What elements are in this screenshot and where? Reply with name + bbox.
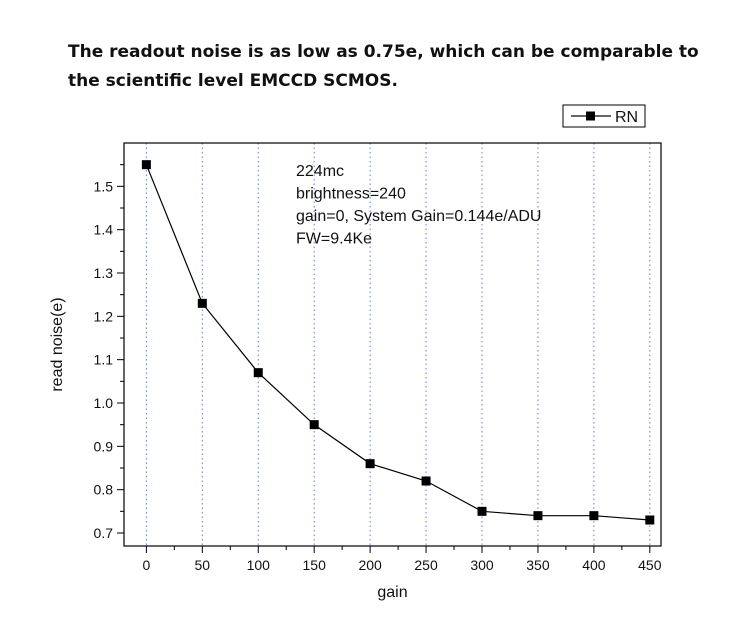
y-axis-ticks: 0.7 0.8 0.9 1.0 1.1 1.2 1.3 1.4 1.5 [94, 164, 124, 541]
y-tick-label: 1.4 [94, 222, 114, 238]
heading-line-2: the scientific level EMCCD SCMOS. [68, 71, 398, 91]
y-tick-label: 1.0 [94, 395, 114, 411]
chart-heading: The readout noise is as low as 0.75e, wh… [68, 38, 728, 96]
grid-lines [145, 143, 651, 546]
x-tick-label: 350 [526, 557, 550, 573]
data-point [309, 420, 319, 430]
legend-marker [586, 111, 595, 121]
y-tick-label: 1.2 [94, 308, 114, 324]
y-tick-label: 0.8 [94, 482, 114, 498]
x-tick-label: 50 [195, 557, 211, 573]
x-axis-label: gain [377, 584, 407, 601]
data-point [253, 368, 263, 378]
data-point [645, 515, 655, 525]
x-tick-label: 0 [142, 557, 150, 573]
data-point [197, 298, 207, 308]
annotation-line: FW=9.4Ke [296, 231, 372, 248]
x-tick-label: 100 [247, 557, 271, 573]
y-tick-label: 1.3 [94, 265, 114, 281]
series-line-rn [145, 164, 650, 521]
y-tick-label: 0.7 [94, 525, 114, 541]
data-point [421, 476, 431, 486]
y-tick-label: 0.9 [94, 438, 114, 454]
data-point [141, 160, 151, 170]
data-point [589, 511, 599, 521]
y-tick-label: 1.5 [94, 178, 114, 194]
annotation-block: 224mc brightness=240 gain=0, System Gain=0… [296, 163, 541, 248]
x-tick-label: 200 [358, 557, 382, 573]
legend-entry-rn: RN [615, 109, 638, 126]
plot-frame [123, 142, 662, 547]
x-axis-ticks: 0 50 100 150 200 250 300 350 400 450 [142, 546, 662, 573]
x-tick-label: 150 [303, 557, 327, 573]
heading-line-1: The readout noise is as low as 0.75e, wh… [68, 42, 699, 62]
y-axis-label: read noise(e) [49, 297, 66, 391]
x-tick-label: 250 [414, 557, 438, 573]
annotation-line: gain=0, System Gain=0.144e/ADU [296, 208, 541, 225]
data-point [365, 459, 375, 469]
data-point [533, 511, 543, 521]
legend: RN [562, 104, 646, 128]
series-group [141, 160, 655, 525]
x-tick-label: 300 [470, 557, 494, 573]
annotation-line: 224mc [296, 163, 344, 180]
x-tick-label: 450 [638, 557, 662, 573]
y-tick-label: 1.1 [94, 352, 114, 368]
annotation-line: brightness=240 [296, 186, 406, 203]
data-point [477, 506, 487, 516]
x-tick-label: 400 [582, 557, 606, 573]
